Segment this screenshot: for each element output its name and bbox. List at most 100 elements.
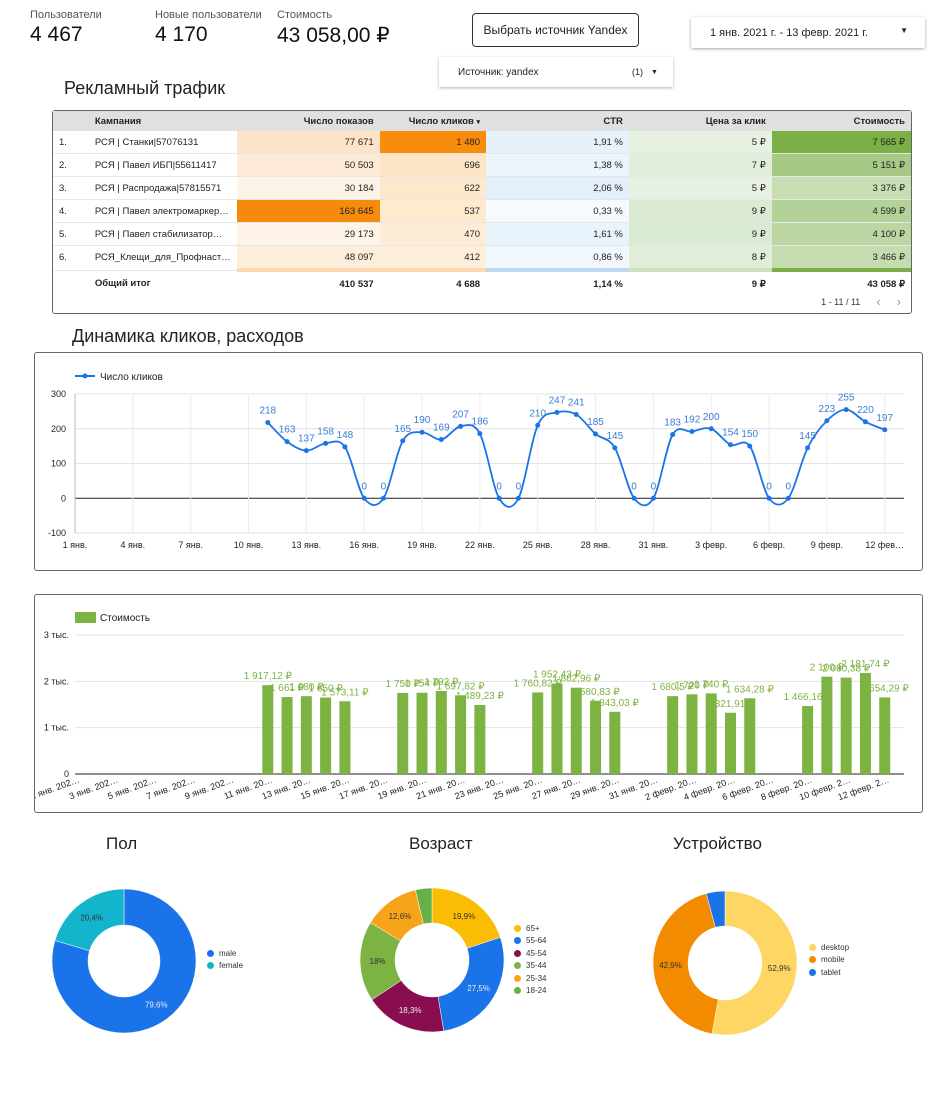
col-impressions[interactable]: Число показов bbox=[236, 111, 380, 131]
cost-bar[interactable] bbox=[435, 690, 447, 774]
col-cpc[interactable]: Цена за клик bbox=[628, 111, 772, 131]
cost-bar[interactable] bbox=[840, 677, 852, 774]
next-page-icon[interactable]: › bbox=[896, 294, 901, 309]
clicks-point[interactable] bbox=[303, 448, 309, 454]
clicks-point[interactable] bbox=[612, 445, 618, 451]
pie-slice-male[interactable] bbox=[51, 888, 197, 1034]
cost-bar[interactable] bbox=[744, 698, 756, 774]
table-row[interactable]: 5. РСЯ | Павел стабилизатор… 29 173 470 1,61… bbox=[53, 222, 911, 246]
cost-bar[interactable] bbox=[320, 697, 332, 774]
legend-item[interactable]: desktop bbox=[809, 941, 849, 954]
table-row[interactable]: 2. РСЯ | Павел ИБП|55611417 50 503 696 1,38 … bbox=[53, 153, 911, 177]
cost-bar[interactable] bbox=[300, 696, 312, 774]
cost-bar[interactable] bbox=[667, 696, 679, 774]
clicks-point[interactable] bbox=[747, 443, 753, 449]
select-source-button[interactable]: Выбрать источник Yandex bbox=[472, 13, 639, 47]
cost-bar[interactable] bbox=[455, 695, 467, 774]
cost-bar[interactable] bbox=[802, 706, 814, 774]
clicks-point[interactable] bbox=[650, 495, 656, 501]
cost-bar[interactable] bbox=[879, 697, 891, 774]
clicks-point[interactable] bbox=[689, 429, 695, 435]
clicks-point[interactable] bbox=[631, 495, 637, 501]
clicks-point[interactable] bbox=[419, 429, 425, 435]
legend-item[interactable]: 18-24 bbox=[514, 985, 546, 998]
clicks-point[interactable] bbox=[824, 418, 830, 424]
cost-bar[interactable] bbox=[551, 683, 563, 774]
legend-item[interactable]: 35-44 bbox=[514, 960, 546, 973]
table-row[interactable]: 1. РСЯ | Станки|57076131 77 671 1 480 1,91 %… bbox=[53, 131, 911, 154]
prev-page-icon[interactable]: ‹ bbox=[876, 294, 881, 309]
legend-item[interactable]: mobile bbox=[809, 954, 849, 967]
cost-bar[interactable] bbox=[724, 712, 736, 774]
cost-bar[interactable] bbox=[686, 694, 698, 774]
dynamics-title: Динамика кликов, расходов bbox=[72, 326, 304, 346]
pie-slice-55-64[interactable] bbox=[437, 937, 505, 1032]
cost-bar[interactable] bbox=[281, 697, 293, 774]
clicks-point[interactable] bbox=[265, 419, 271, 425]
clicks-point[interactable] bbox=[727, 442, 733, 448]
legend-item[interactable]: tablet bbox=[809, 966, 849, 979]
clicks-point[interactable] bbox=[380, 495, 386, 501]
cost-bar[interactable] bbox=[705, 693, 717, 774]
clicks-point[interactable] bbox=[323, 440, 329, 446]
table-row[interactable]: 6. РСЯ_Клещи_для_Профнаст… 48 097 412 0,86 %… bbox=[53, 245, 911, 271]
clicks-point[interactable] bbox=[843, 407, 849, 413]
cost-bar[interactable] bbox=[474, 704, 486, 774]
cost-bar[interactable] bbox=[532, 692, 544, 774]
clicks-point[interactable] bbox=[400, 438, 406, 444]
cost-bar[interactable] bbox=[590, 700, 602, 774]
cost-bar[interactable] bbox=[416, 692, 428, 774]
col-cost[interactable]: Стоимость bbox=[771, 111, 911, 131]
legend-item[interactable]: 45-54 bbox=[514, 947, 546, 960]
clicks-point[interactable] bbox=[284, 439, 290, 445]
table-row[interactable]: 3. РСЯ | Распродажа|57815571 30 184 622 2,06… bbox=[53, 176, 911, 200]
clicks-point[interactable] bbox=[458, 423, 464, 429]
col-ctr[interactable]: CTR bbox=[486, 111, 629, 131]
cost-bar[interactable] bbox=[397, 692, 409, 774]
clicks-point[interactable] bbox=[766, 495, 772, 501]
source-filter[interactable]: Источник: yandex (1) ▼ bbox=[439, 57, 673, 87]
legend-item[interactable]: female bbox=[207, 960, 243, 973]
clicks-data-label: 163 bbox=[279, 425, 296, 436]
legend-item[interactable]: 25-34 bbox=[514, 972, 546, 985]
date-range-picker[interactable]: 1 янв. 2021 г. - 13 февр. 2021 г. ▼ bbox=[691, 17, 925, 48]
col-clicks[interactable]: Число кликов ▾ bbox=[379, 111, 487, 131]
clicks-point[interactable] bbox=[515, 495, 521, 501]
pie-slice-mobile[interactable] bbox=[652, 893, 719, 1035]
clicks-point[interactable] bbox=[554, 409, 560, 415]
clicks-point[interactable] bbox=[785, 495, 791, 501]
cost-bar[interactable] bbox=[859, 672, 871, 774]
pie-slice-label: 20,4% bbox=[80, 914, 103, 923]
col-campaign[interactable]: Кампания bbox=[88, 111, 237, 131]
legend-item[interactable]: male bbox=[207, 947, 243, 960]
pagination: 1 - 11 / 11 ‹ › bbox=[821, 294, 901, 309]
pie-slice-tablet[interactable] bbox=[705, 890, 726, 928]
clicks-point[interactable] bbox=[496, 495, 502, 501]
cost-bar[interactable] bbox=[821, 676, 833, 774]
pie-slice-label: 18,3% bbox=[399, 1006, 422, 1015]
clicks-point[interactable] bbox=[670, 432, 676, 438]
clicks-point[interactable] bbox=[708, 426, 714, 432]
pie-slice-female[interactable] bbox=[54, 888, 125, 952]
x-tick-label: 13 янв. bbox=[292, 540, 322, 550]
clicks-point[interactable] bbox=[862, 419, 868, 425]
pie-slice-desktop[interactable] bbox=[711, 890, 798, 1036]
legend-item[interactable]: 65+ bbox=[514, 922, 546, 935]
clicks-point[interactable] bbox=[438, 437, 444, 443]
clicks-point[interactable] bbox=[361, 495, 367, 501]
cost-bar[interactable] bbox=[570, 687, 582, 774]
legend-item[interactable]: 55-64 bbox=[514, 935, 546, 948]
cost-bar[interactable] bbox=[609, 711, 621, 774]
clicks-point[interactable] bbox=[573, 412, 579, 418]
clicks-point[interactable] bbox=[805, 445, 811, 451]
clicks-point[interactable] bbox=[593, 431, 599, 437]
legend-label: 65+ bbox=[526, 923, 540, 933]
clicks-point[interactable] bbox=[477, 431, 483, 437]
table-row[interactable]: 4. РСЯ | Павел электромаркер… 163 645 537 0,… bbox=[53, 199, 911, 223]
clicks-point[interactable] bbox=[342, 444, 348, 450]
clicks-point[interactable] bbox=[882, 427, 888, 433]
pie-slice-18-24[interactable] bbox=[415, 887, 433, 925]
clicks-point[interactable] bbox=[535, 422, 541, 428]
cost-bar[interactable] bbox=[262, 685, 274, 774]
cost-bar[interactable] bbox=[339, 701, 351, 774]
